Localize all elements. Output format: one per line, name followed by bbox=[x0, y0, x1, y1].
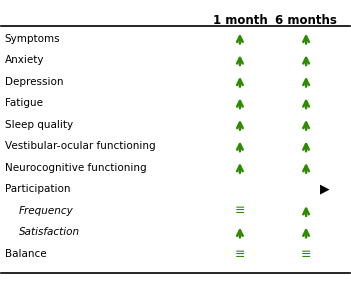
Text: 6 months: 6 months bbox=[275, 14, 337, 27]
Text: Participation: Participation bbox=[5, 184, 70, 194]
Text: Frequency: Frequency bbox=[19, 206, 74, 216]
Text: ▶: ▶ bbox=[320, 183, 330, 196]
Text: Anxiety: Anxiety bbox=[5, 55, 44, 65]
Text: Balance: Balance bbox=[5, 249, 46, 259]
Text: Sleep quality: Sleep quality bbox=[5, 120, 73, 130]
Text: ≡: ≡ bbox=[235, 205, 245, 217]
Text: ≡: ≡ bbox=[235, 248, 245, 260]
Text: Depression: Depression bbox=[5, 77, 64, 87]
Text: 1 month: 1 month bbox=[213, 14, 267, 27]
Text: ≡: ≡ bbox=[301, 248, 311, 260]
Text: Symptoms: Symptoms bbox=[5, 34, 60, 44]
Text: Vestibular-ocular functioning: Vestibular-ocular functioning bbox=[5, 141, 155, 151]
Text: Fatigue: Fatigue bbox=[5, 98, 43, 108]
Text: Neurocognitive functioning: Neurocognitive functioning bbox=[5, 163, 146, 173]
Text: Satisfaction: Satisfaction bbox=[19, 228, 80, 237]
